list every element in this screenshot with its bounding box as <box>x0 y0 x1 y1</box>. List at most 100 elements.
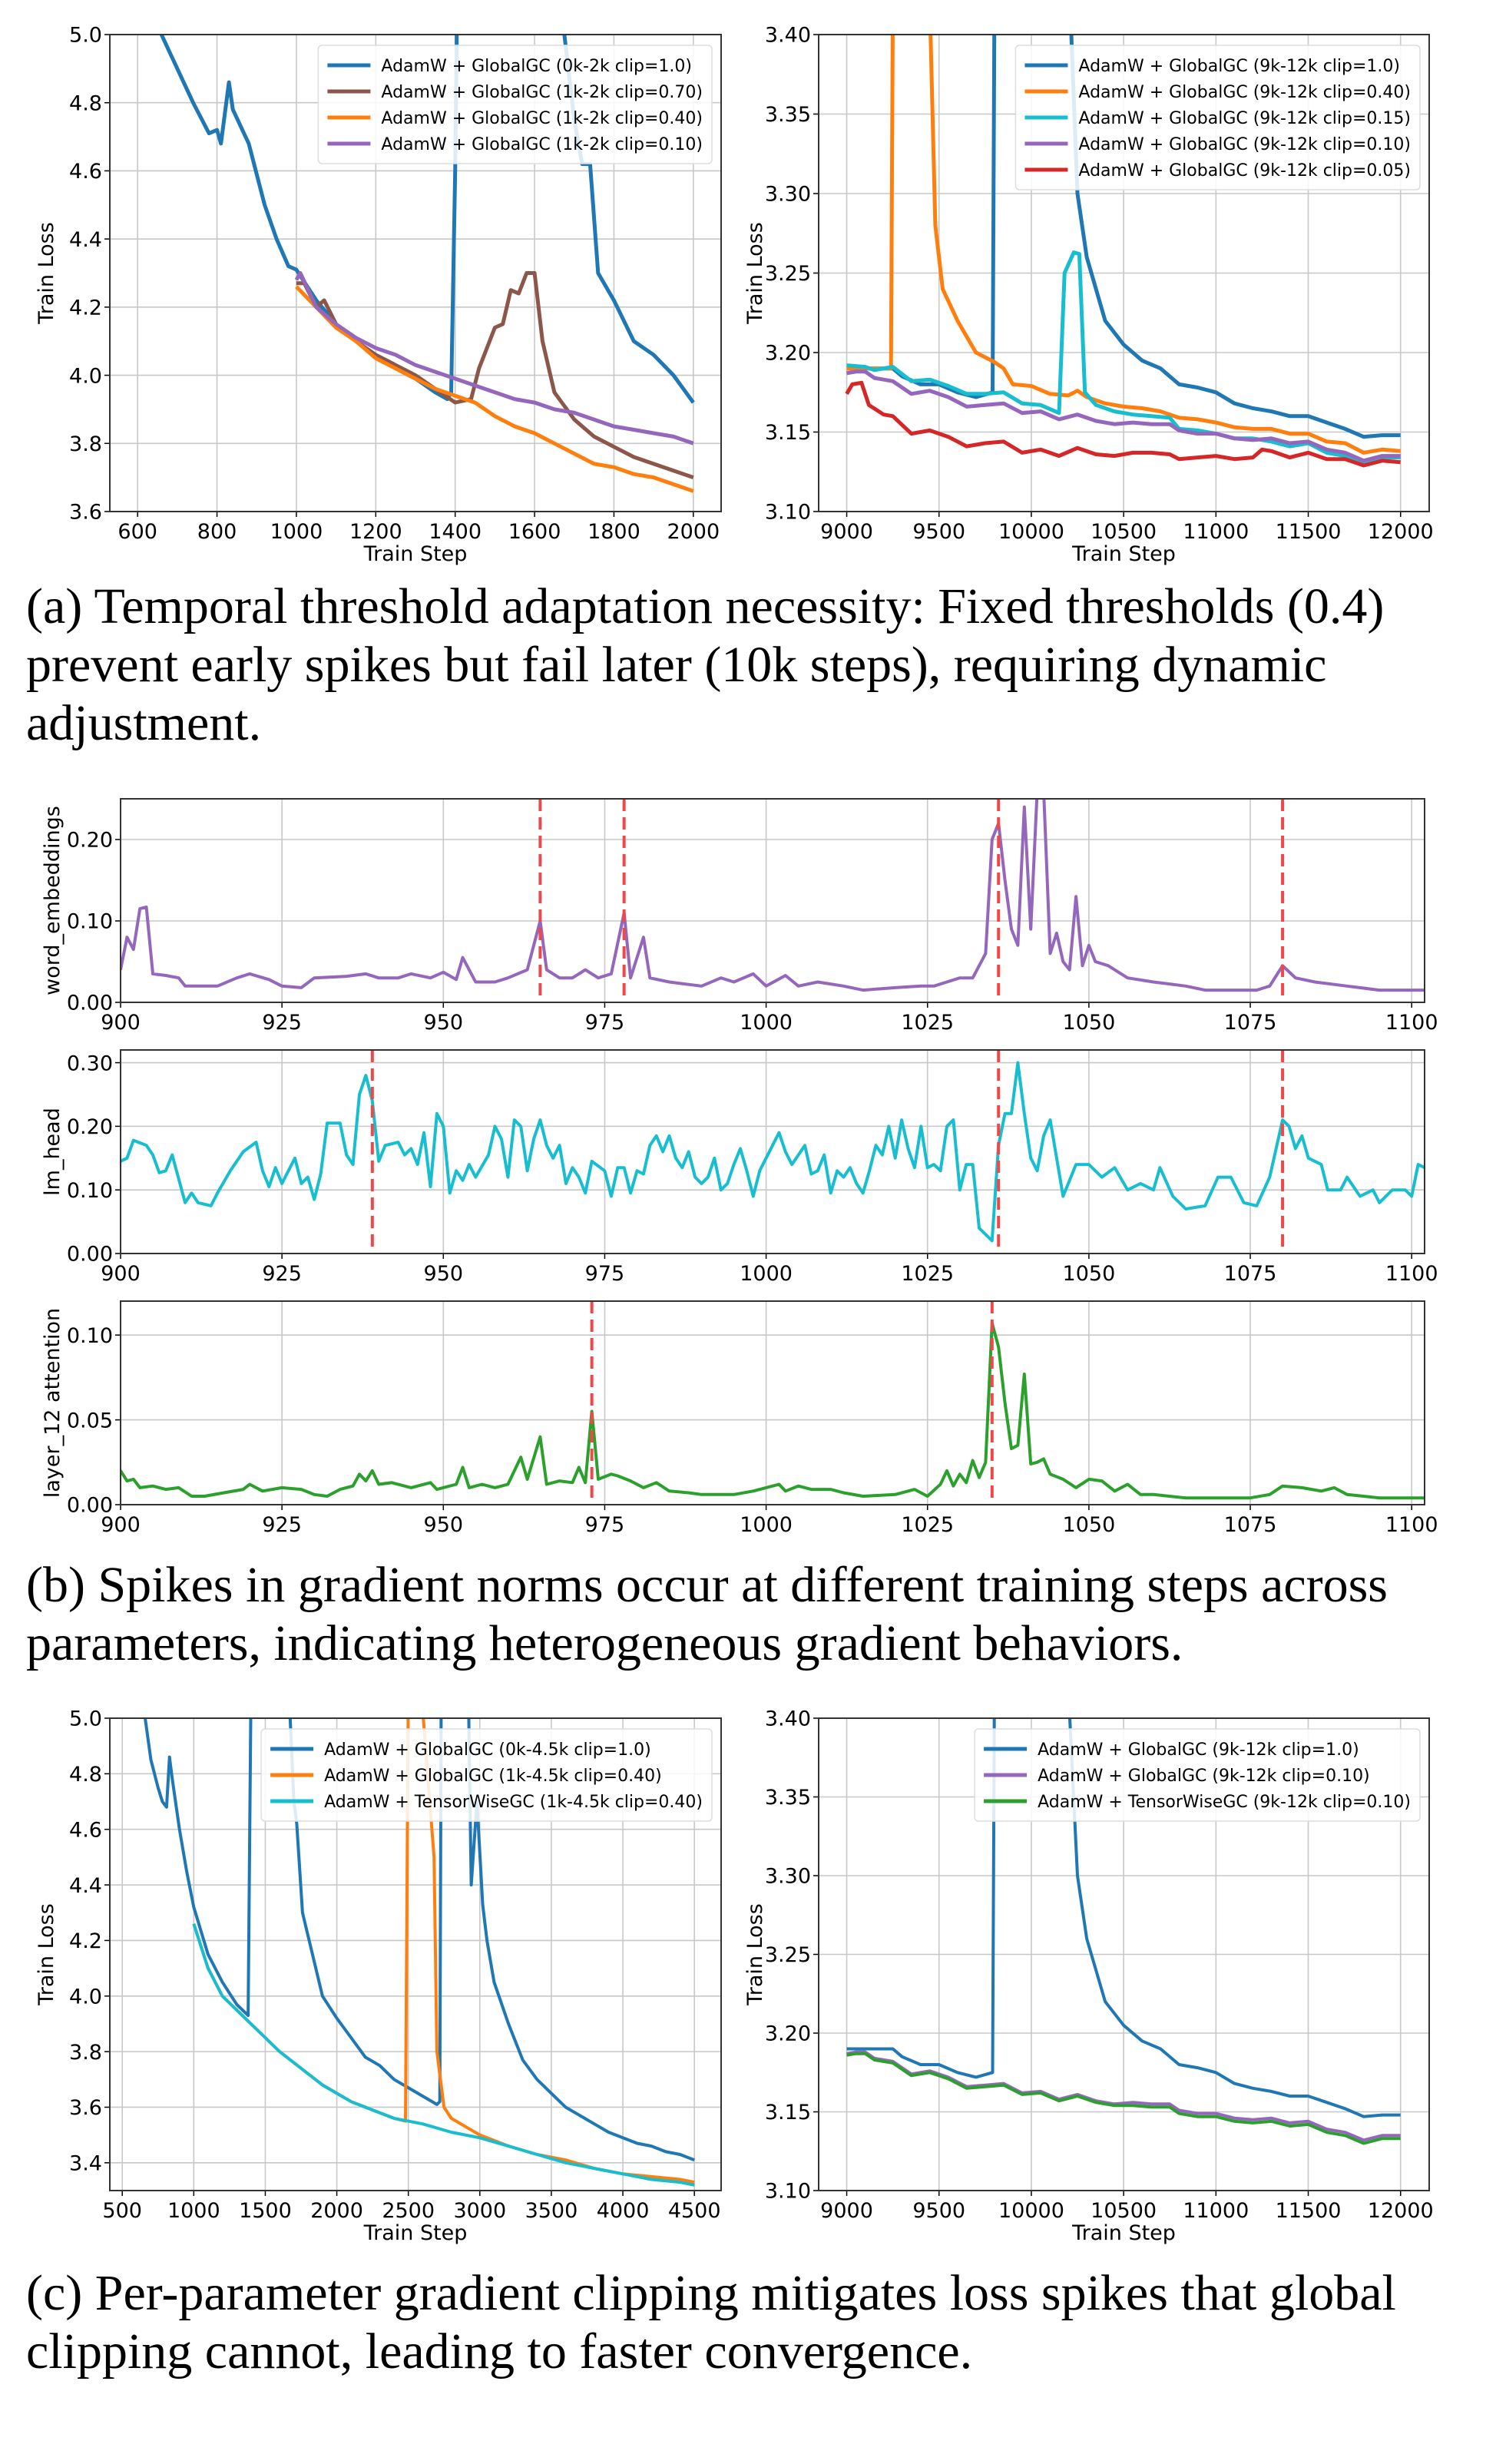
y-axis-label: Train Loss <box>743 222 767 325</box>
y-tick-label: 0.10 <box>67 1179 113 1203</box>
axes-frame <box>818 1717 1430 2191</box>
legend-label: AdamW + GlobalGC (9k-12k clip=1.0) <box>1038 1740 1359 1760</box>
caption-c: (c) Per-parameter gradient clipping miti… <box>26 2264 1485 2381</box>
x-tick-label: 950 <box>424 1011 464 1035</box>
y-tick-label: 3.20 <box>765 2022 811 2046</box>
x-tick-label: 1025 <box>901 1513 954 1537</box>
x-tick-label: 9000 <box>820 520 873 544</box>
legend-label: AdamW + GlobalGC (1k-2k clip=0.70) <box>381 83 703 102</box>
y-tick-label: 3.35 <box>765 103 811 127</box>
caption-a-line: adjustment. <box>26 695 262 751</box>
y-tick-label: 3.6 <box>69 2096 102 2120</box>
x-tick-label: 12000 <box>1368 520 1434 544</box>
y-tick-label: 0.00 <box>67 1243 113 1267</box>
a-left-chart: 600 800 1000 1200 1400 1600 1800 2000 3.6 3.8 4.0 4… <box>35 24 722 566</box>
legend-box <box>260 1728 713 1822</box>
y-tick-label: 3.8 <box>69 432 102 456</box>
x-tick-label: 1000 <box>167 2199 220 2223</box>
x-tick-label: 2000 <box>310 2199 363 2223</box>
y-tick-label: 4.4 <box>69 228 102 252</box>
x-tick-label: 1100 <box>1385 1513 1438 1537</box>
x-tick-label: 1100 <box>1385 1262 1438 1286</box>
y-tick-label: 4.4 <box>69 1874 102 1898</box>
x-axis-label: Train Step <box>363 2221 468 2245</box>
x-tick-label: 11000 <box>1183 520 1249 544</box>
series-line-adamw-globalgc-9k-12k-clip-0-05- <box>845 380 1401 468</box>
x-tick-label: 9500 <box>912 520 965 544</box>
x-tick-label: 975 <box>585 1513 625 1537</box>
y-tick-label: 3.40 <box>765 24 811 48</box>
b-word-embeddings-chart: 900 925 950 975 1000 1025 1050 1075 1100 0.00 0.10… <box>41 798 1438 1035</box>
legend-box <box>974 1728 1421 1822</box>
x-tick-label: 1075 <box>1224 1513 1277 1537</box>
y-tick-label: 3.35 <box>765 1786 811 1810</box>
legend-label: AdamW + GlobalGC (9k-12k clip=0.10) <box>1038 1767 1370 1786</box>
x-tick-label: 3500 <box>525 2199 578 2223</box>
y-tick-label: 0.00 <box>67 992 113 1015</box>
y-tick-label: 3.20 <box>765 342 811 366</box>
x-tick-label: 1000 <box>740 1262 793 1286</box>
x-tick-label: 1200 <box>349 520 402 544</box>
y-tick-label: 4.0 <box>69 364 102 388</box>
x-tick-label: 1800 <box>587 520 640 544</box>
x-tick-label: 1000 <box>270 520 323 544</box>
x-tick-label: 600 <box>117 520 157 544</box>
x-tick-label: 950 <box>424 1262 464 1286</box>
x-tick-label: 9500 <box>912 2199 965 2223</box>
x-tick-label: 1075 <box>1224 1011 1277 1035</box>
legend: AdamW + GlobalGC (9k-12k clip=1.0) AdamW … <box>1014 45 1421 190</box>
x-tick-label: 925 <box>262 1011 302 1035</box>
x-tick-label: 11500 <box>1276 520 1342 544</box>
y-tick-label: 3.30 <box>765 183 811 207</box>
y-tick-label: 4.2 <box>69 1929 102 1953</box>
y-tick-label: 0.10 <box>67 1324 113 1348</box>
series-line-layer-12-attention <box>121 1321 1425 1500</box>
caption-a-line: (a) Temporal threshold adaptation necess… <box>26 578 1385 634</box>
legend-label: AdamW + GlobalGC (9k-12k clip=1.0) <box>1078 57 1400 76</box>
y-tick-label: 5.0 <box>69 24 102 48</box>
x-axis-label: Train Step <box>1071 2221 1176 2245</box>
x-tick-label: 975 <box>585 1011 625 1035</box>
y-tick-label: 0.30 <box>67 1052 113 1075</box>
x-tick-label: 2500 <box>382 2199 435 2223</box>
x-tick-label: 10000 <box>998 520 1064 544</box>
legend-label: AdamW + GlobalGC (1k-2k clip=0.10) <box>381 135 703 154</box>
caption-b-line: (b) Spikes in gradient norms occur at di… <box>26 1557 1388 1613</box>
x-tick-label: 1000 <box>740 1513 793 1537</box>
x-tick-label: 11500 <box>1276 2199 1342 2223</box>
legend: AdamW + GlobalGC (0k-4.5k clip=1.0) AdamW… <box>260 1728 713 1822</box>
x-tick-label: 900 <box>101 1011 141 1035</box>
y-tick-label: 0.00 <box>67 1494 113 1518</box>
x-tick-label: 1400 <box>429 520 482 544</box>
y-tick-label: 3.6 <box>69 501 102 525</box>
legend-label: AdamW + GlobalGC (1k-4.5k clip=0.40) <box>324 1767 662 1786</box>
series-line-lm-head <box>121 1061 1425 1243</box>
x-tick-label: 1100 <box>1385 1011 1438 1035</box>
axes-frame <box>120 1049 1425 1254</box>
legend-label: AdamW + GlobalGC (0k-2k clip=1.0) <box>381 57 692 76</box>
y-tick-label: 4.8 <box>69 91 102 115</box>
x-tick-label: 800 <box>197 520 237 544</box>
series-line-adamw-tensorwisegc-9k-12k-clip-0-10- <box>846 2052 1401 2145</box>
x-tick-label: 4000 <box>597 2199 650 2223</box>
a-right-chart: 9000 9500 10000 10500 11000 11500 12000 3.10 3.1… <box>743 24 1434 566</box>
y-tick-label: 4.8 <box>69 1763 102 1787</box>
x-tick-label: 1050 <box>1063 1513 1116 1537</box>
y-tick-label: 3.40 <box>765 1707 811 1731</box>
y-tick-label: 3.4 <box>69 2152 102 2176</box>
x-tick-label: 1050 <box>1063 1262 1116 1286</box>
series-line-adamw-globalgc-9k-12k-clip-1-0- <box>846 1718 1401 2118</box>
x-tick-label: 900 <box>101 1513 141 1537</box>
x-tick-label: 925 <box>262 1513 302 1537</box>
x-tick-label: 1000 <box>740 1011 793 1035</box>
series-line-adamw-tensorwisegc-1k-4-5k-clip-0-40- <box>192 1923 695 2187</box>
axes-frame <box>120 798 1425 1003</box>
x-axis-label: Train Step <box>363 542 468 566</box>
series-line-adamw-globalgc-0k-4-5k-clip-1-0- <box>144 1718 695 2162</box>
y-tick-label: 3.30 <box>765 1865 811 1889</box>
y-tick-label: 3.15 <box>765 2101 811 2125</box>
y-tick-label: 5.0 <box>69 1707 102 1731</box>
x-tick-label: 11000 <box>1183 2199 1249 2223</box>
y-axis-label: word_embeddings <box>41 806 65 995</box>
